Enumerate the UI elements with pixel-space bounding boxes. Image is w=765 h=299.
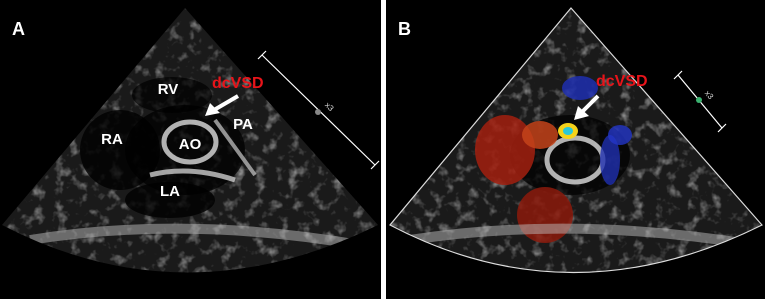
panel-label: A <box>12 19 25 39</box>
arrow <box>205 103 220 116</box>
structure-label: LA <box>160 183 180 200</box>
panel-b: x3 B dcVSD <box>386 0 765 299</box>
scale-marker <box>696 97 702 103</box>
defect-label: dcVSD <box>212 75 264 92</box>
panel-a: x3 A RV RA AO PA LA dcVSD <box>0 0 381 299</box>
panel-label: B <box>398 19 411 39</box>
structure-label: RA <box>101 131 123 148</box>
structure-label: PA <box>233 116 253 133</box>
scale-marker <box>315 109 321 115</box>
structure-label: RV <box>158 81 179 98</box>
defect-label: dcVSD <box>596 73 648 90</box>
sector-outline <box>389 7 763 273</box>
structure-label: AO <box>179 136 202 153</box>
arrow <box>574 106 589 120</box>
